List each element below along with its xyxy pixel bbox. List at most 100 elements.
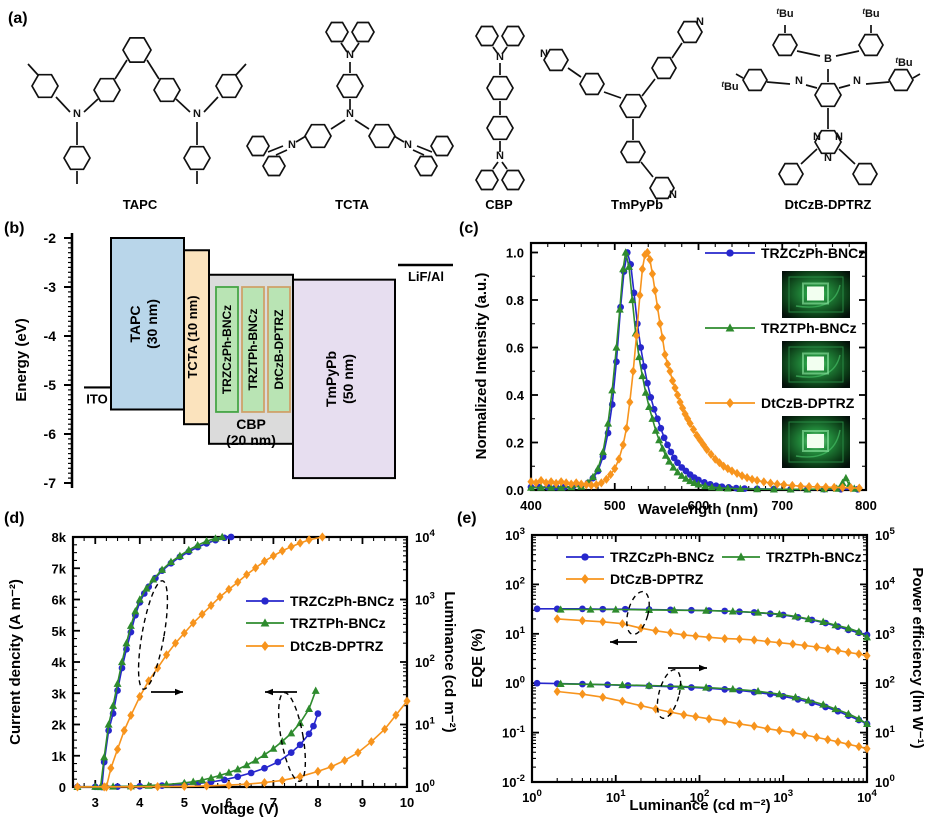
molecule-name-dtczb-dptrz: DtCzB-DPTRZ — [784, 197, 872, 212]
series-e-4-TRZTPh-BNCz — [556, 679, 871, 728]
legend-label: TRZCzPh-BNCz — [761, 245, 865, 261]
tick-label: 4 — [136, 795, 144, 810]
tick-label: 1k — [52, 749, 67, 764]
series-c-1-TRZTPh-BNCz — [527, 248, 859, 493]
device-photo-1 — [782, 341, 850, 388]
legend-label: TRZCzPh-BNCz — [290, 593, 394, 609]
molecule-name-tapc: TAPC — [122, 197, 158, 212]
energy-tick: -6 — [44, 426, 57, 442]
legend-c: TRZCzPh-BNCz TRZTPh-BNCz DtCzB-DPTRZ — [705, 245, 865, 411]
series-d-1-TRZTPh-BNCz — [96, 532, 227, 791]
tick-label: 0.0 — [506, 483, 524, 498]
tick-label: 7 — [270, 795, 277, 810]
atom-label-n: N — [696, 16, 704, 28]
molecule-name-tmpypb: TmPyPb — [610, 197, 664, 212]
molecule-name-cbp: CBP — [485, 197, 513, 212]
tick-label: 8 — [314, 795, 321, 810]
layer-label: TAPC — [127, 305, 143, 342]
molecule-tmpypb: N N N — [540, 16, 704, 201]
svg-text:(20 nm): (20 nm) — [226, 432, 276, 448]
atom-label-n: N — [540, 48, 548, 60]
tick-label: 0.2 — [506, 436, 524, 451]
tick-label: 1.0 — [506, 246, 524, 261]
atom-label-n: N — [496, 150, 504, 162]
layer-label: CBP — [236, 416, 266, 432]
series-c-2-DtCzB-DPTRZ — [527, 247, 863, 493]
tick-label: 3k — [52, 686, 67, 701]
molecule-name-tcta: TCTA — [335, 197, 369, 212]
molecule-tcta: N N N N — [246, 21, 454, 177]
tick-label: 103 — [415, 591, 435, 608]
atom-label-n: N — [824, 152, 832, 164]
atom-label-n: N — [404, 139, 412, 151]
series-d-2-DtCzB-DPTRZ — [102, 532, 326, 792]
svg-text:(50 nm): (50 nm) — [340, 354, 356, 404]
atom-label-n: N — [193, 108, 201, 120]
tick-label: 105 — [875, 526, 895, 543]
tick-label: 3 — [92, 795, 99, 810]
panel-label-d: (d) — [4, 510, 25, 527]
emitter-1 — [241, 286, 265, 413]
tick-label: 800 — [855, 498, 877, 513]
legend-label: TRZTPh-BNCz — [761, 320, 857, 336]
tick-label: 600 — [688, 498, 710, 513]
tick-label: 103 — [773, 788, 793, 805]
tick-label: 100 — [415, 778, 435, 795]
legend-e: TRZCzPh-BNCz TRZTPh-BNCz DtCzB-DPTRZ — [566, 549, 862, 587]
x-axis-label: Wavelength (nm) — [638, 501, 758, 518]
tick-label: 102 — [505, 576, 525, 593]
axis-indicator-ellipse — [626, 590, 650, 636]
energy-tick: -7 — [44, 475, 57, 491]
x-axis-label: Voltage (V) — [201, 801, 278, 818]
legend-label: DtCzB-DPTRZ — [610, 571, 704, 587]
tick-label: 5 — [181, 795, 188, 810]
atom-label-n: N — [813, 131, 821, 143]
atom-label-n: N — [835, 131, 843, 143]
x-axis-label: Luminance (cd m⁻²) — [629, 797, 770, 814]
series-e-1-TRZTPh-BNCz — [556, 605, 871, 641]
atom-label-n: N — [73, 108, 81, 120]
tick-label: 103 — [505, 526, 525, 543]
tick-label: 10-1 — [502, 724, 526, 741]
axis-indicator-ellipse — [656, 669, 682, 719]
chart-c: 400 500 600 700 800 0.0 0.2 0.4 0.6 0.8 1.0 Wavelen… — [473, 241, 877, 518]
atom-label-n: N — [346, 49, 354, 61]
emitter-2 — [267, 286, 291, 413]
tick-label: 4k — [52, 655, 67, 670]
panel-label-a: (a) — [8, 10, 28, 27]
tick-label: 104 — [415, 528, 435, 545]
svg-text:(30 nm): (30 nm) — [144, 299, 160, 349]
tick-label: 0 — [59, 780, 66, 795]
tick-label: 9 — [359, 795, 366, 810]
axis-indicator-ellipse — [277, 691, 307, 783]
tick-label: 0.6 — [506, 341, 524, 356]
chart-d: 3 4 5 6 7 8 9 1001k2k3k4k5k6k7k8k10010110210310… — [7, 528, 458, 818]
tick-label: 8k — [52, 530, 67, 545]
layer-3 — [292, 278, 396, 480]
y-left-axis-label: EQE (%) — [469, 628, 486, 687]
tick-label: 6k — [52, 593, 67, 608]
atom-label-n: N — [669, 189, 677, 201]
legend-label: DtCzB-DPTRZ — [761, 395, 855, 411]
tick-label: 5k — [52, 624, 67, 639]
electrode-label-ito: ITO — [86, 391, 107, 406]
tick-label: 100 — [505, 674, 525, 691]
legend-label: DtCzB-DPTRZ — [290, 638, 384, 654]
atom-label-tbu: tBu — [862, 7, 879, 20]
tick-label: 400 — [520, 498, 542, 513]
device-photo-2 — [782, 416, 850, 468]
layer-label: TCTA (10 nm) — [185, 295, 200, 378]
emitter-label: TRZCzPh-BNCz — [220, 305, 234, 394]
y-right-axis-label: Power efficiency (lm W⁻¹) — [909, 567, 926, 748]
tick-label: 700 — [771, 498, 793, 513]
tick-label: 100 — [875, 773, 895, 790]
atom-label-tbu: tBu — [776, 7, 793, 20]
layer-label: TmPyPb — [323, 351, 339, 407]
series-e-2-DtCzB-DPTRZ — [553, 614, 871, 661]
tick-label: 102 — [690, 788, 710, 805]
chart-e: 100 101 102 103 10410-210-110010110210310010… — [469, 526, 926, 814]
